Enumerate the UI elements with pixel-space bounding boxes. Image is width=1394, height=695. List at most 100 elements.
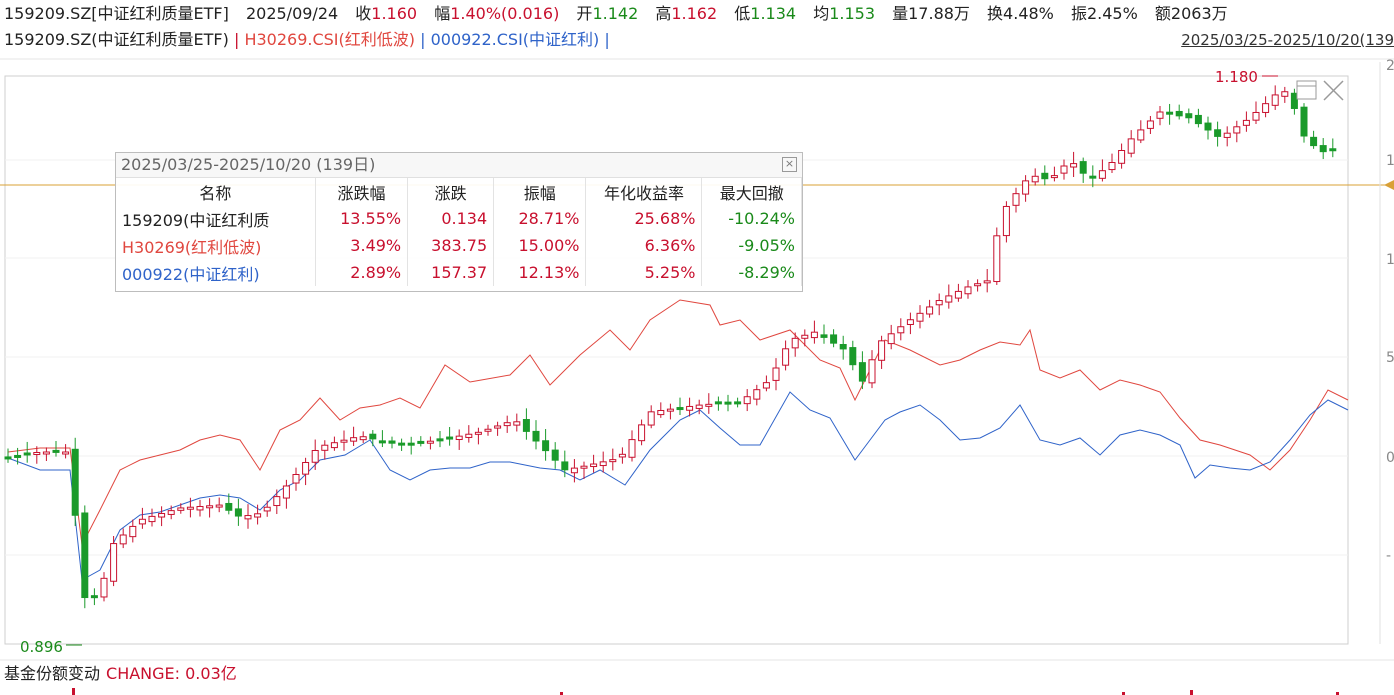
low-label: 低 bbox=[734, 4, 751, 23]
turn-value: 4.48% bbox=[1003, 4, 1054, 23]
share-change-label: 基金份额变动 bbox=[4, 664, 101, 683]
candle bbox=[1098, 170, 1106, 179]
stats-row[interactable]: 000922(中证红利) 2.89% 157.37 12.13% 5.25% -… bbox=[116, 259, 802, 286]
maximize-icon[interactable] bbox=[1296, 80, 1317, 100]
row-pct: 3.49% bbox=[315, 232, 409, 259]
legend-separator: | bbox=[233, 30, 240, 49]
col-header: 涨跌 bbox=[407, 178, 495, 205]
candle bbox=[167, 510, 175, 515]
legend-separator: | bbox=[604, 30, 610, 49]
stats-row[interactable]: 159209(中证红利质 13.55% 0.134 28.71% 25.68% … bbox=[116, 205, 802, 232]
candle bbox=[129, 525, 137, 538]
candle bbox=[4, 456, 12, 460]
legend-idx2[interactable]: 000922.CSI(中证红利) bbox=[430, 30, 600, 49]
avg-label: 均 bbox=[813, 4, 830, 23]
candle bbox=[801, 334, 809, 339]
row-pct: 2.89% bbox=[315, 259, 409, 286]
candle bbox=[1319, 145, 1327, 153]
price-pointer bbox=[1384, 180, 1394, 190]
close-label: 收 bbox=[355, 4, 372, 23]
candle bbox=[110, 543, 118, 582]
stats-row[interactable]: H30269(红利低波) 3.49% 383.75 15.00% 6.36% -… bbox=[116, 232, 802, 259]
row-ann: 25.68% bbox=[585, 205, 703, 232]
candle bbox=[292, 474, 300, 484]
row-pct: 13.55% bbox=[315, 205, 409, 232]
candle bbox=[945, 295, 953, 303]
candle bbox=[906, 319, 914, 325]
candle bbox=[638, 424, 646, 442]
candle bbox=[1050, 175, 1058, 179]
candle bbox=[1118, 150, 1126, 164]
candle bbox=[1002, 205, 1010, 237]
high-value: 1.162 bbox=[671, 4, 718, 23]
row-ann: 5.25% bbox=[585, 259, 703, 286]
close-icon[interactable] bbox=[1323, 80, 1344, 101]
candle bbox=[618, 453, 626, 458]
candle bbox=[839, 344, 847, 350]
candle bbox=[830, 334, 838, 344]
legend-main[interactable]: 159209.SZ(中证红利质量ETF) bbox=[4, 30, 229, 49]
candle bbox=[820, 334, 828, 338]
candle bbox=[282, 485, 290, 499]
amp-label: 振 bbox=[1070, 4, 1087, 23]
candle bbox=[494, 425, 502, 429]
axis-tick: 1 bbox=[1386, 252, 1394, 268]
interval-stats-panel[interactable]: 2025/03/25-2025/10/20 (139日) × 名称 涨跌幅 涨跌… bbox=[115, 152, 803, 292]
date-range-link[interactable]: 2025/03/25-2025/10/20(139 bbox=[1181, 31, 1394, 49]
candle bbox=[42, 451, 50, 455]
candle bbox=[465, 433, 473, 438]
candle bbox=[321, 444, 329, 451]
legend-idx1[interactable]: H30269.CSI(红利低波) bbox=[244, 30, 415, 49]
candle bbox=[52, 449, 60, 453]
candle bbox=[935, 300, 943, 306]
candle bbox=[1137, 129, 1145, 141]
open-label: 开 bbox=[576, 4, 593, 23]
change-value: 1.40%(0.016) bbox=[450, 4, 560, 23]
candle bbox=[810, 331, 818, 339]
amt-value: 2063万 bbox=[1170, 4, 1228, 23]
candle bbox=[119, 534, 127, 545]
axis-tick: 2 bbox=[1386, 58, 1394, 74]
candle bbox=[436, 438, 444, 442]
candle bbox=[1166, 111, 1174, 115]
candle bbox=[1156, 111, 1164, 119]
turn-label: 换 bbox=[987, 4, 1004, 23]
stats-title-text: 2025/03/25-2025/10/20 (139日) bbox=[121, 155, 376, 174]
vol-value: 17.88万 bbox=[908, 4, 970, 23]
candle bbox=[926, 306, 934, 315]
candle bbox=[1089, 175, 1097, 179]
candle bbox=[1060, 165, 1068, 174]
candle bbox=[455, 435, 463, 441]
candle bbox=[1031, 175, 1039, 183]
candle bbox=[62, 451, 70, 455]
candle bbox=[225, 502, 233, 511]
candle bbox=[1146, 120, 1154, 129]
candle bbox=[23, 452, 31, 456]
share-change-value: CHANGE: 0.03亿 bbox=[106, 664, 237, 683]
candle bbox=[734, 401, 742, 405]
candle bbox=[90, 595, 98, 599]
candle bbox=[311, 450, 319, 463]
candle bbox=[743, 396, 751, 405]
candle bbox=[1194, 114, 1202, 125]
row-amp: 15.00% bbox=[493, 232, 587, 259]
candle bbox=[686, 405, 694, 411]
high-label: 1.180 bbox=[1215, 68, 1258, 86]
stats-header-row: 名称 涨跌幅 涨跌 振幅 年化收益率 最大回撤 bbox=[116, 178, 802, 205]
axis-tick: 0 bbox=[1386, 450, 1394, 466]
candle bbox=[561, 461, 569, 471]
avg-value: 1.153 bbox=[829, 4, 876, 23]
candle bbox=[330, 442, 338, 449]
candle bbox=[532, 430, 540, 442]
legend-separator: | bbox=[420, 30, 426, 49]
candle bbox=[724, 401, 732, 405]
close-icon[interactable]: × bbox=[782, 157, 797, 172]
candle bbox=[762, 382, 770, 389]
candle bbox=[570, 467, 578, 474]
candle bbox=[1223, 132, 1231, 138]
candle bbox=[983, 280, 991, 284]
candle bbox=[1214, 129, 1222, 137]
candle bbox=[772, 367, 780, 381]
series-legend: 159209.SZ(中证红利质量ETF) | H30269.CSI(红利低波) … bbox=[4, 29, 610, 51]
